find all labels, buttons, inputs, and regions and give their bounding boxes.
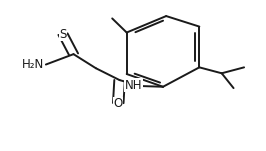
Text: NH: NH [124,79,142,92]
Text: O: O [114,97,123,110]
Text: S: S [59,28,67,41]
Text: H₂N: H₂N [22,58,45,71]
